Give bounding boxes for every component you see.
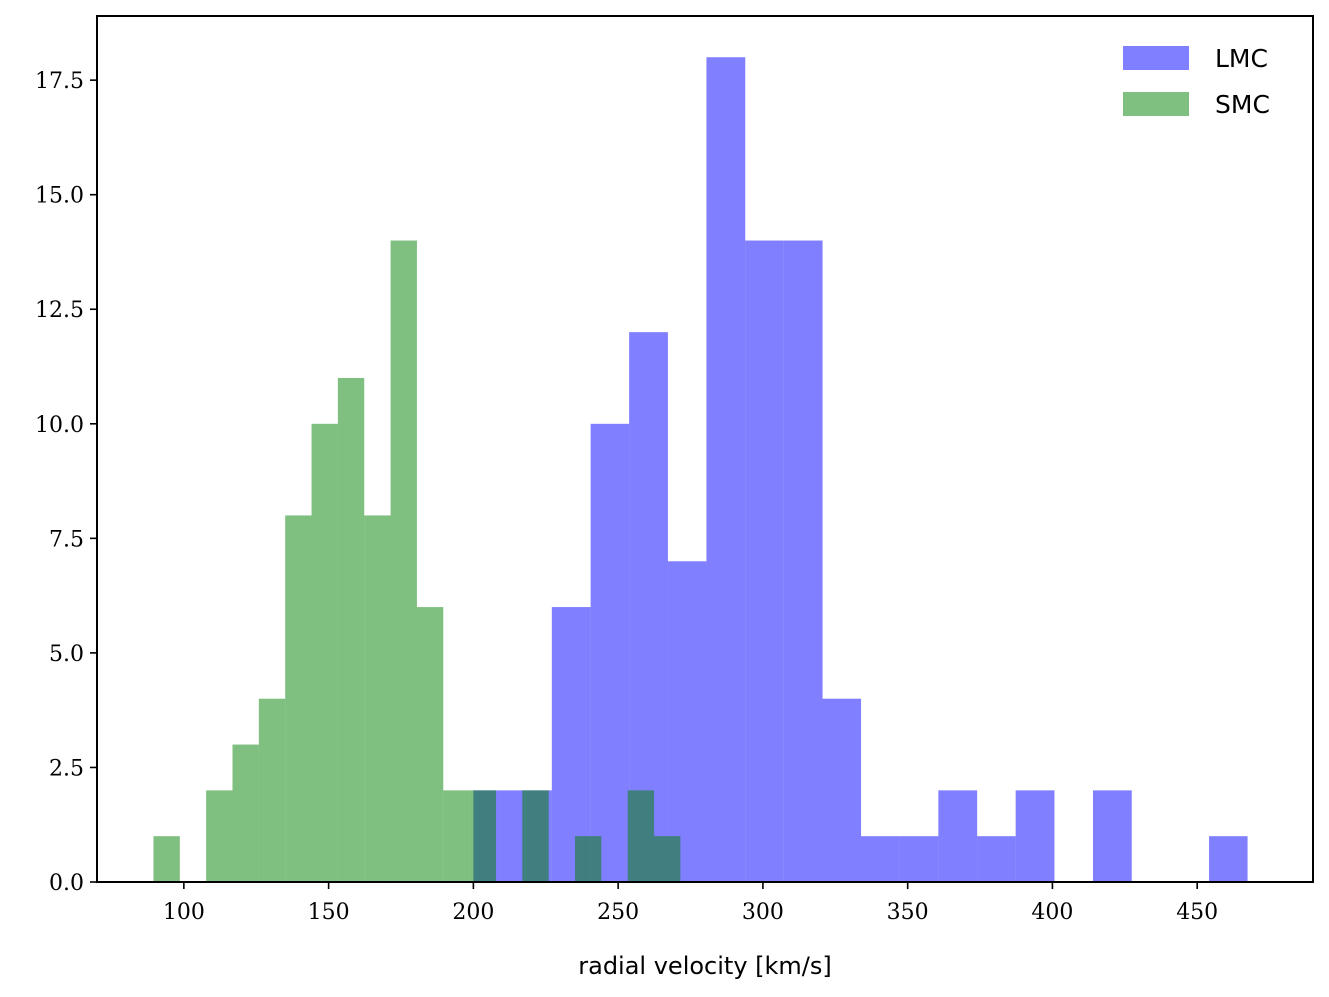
series-smc: [153, 240, 681, 882]
x-tick-label: 400: [1031, 900, 1073, 925]
x-tick-label: 450: [1176, 900, 1218, 925]
bar-lmc-17: [1092, 790, 1132, 882]
legend-label-smc: SMC: [1215, 90, 1270, 119]
plot-frame: [96, 15, 1314, 883]
bar-smc-7: [337, 377, 365, 882]
x-tick-label: 100: [163, 900, 205, 925]
y-tick-label: 0.0: [49, 871, 84, 896]
bar-smc-16: [575, 836, 602, 882]
bar-smc-2: [206, 790, 233, 882]
legend-swatch-smc: [1123, 92, 1189, 116]
x-tick-label: 300: [742, 900, 784, 925]
bar-smc-19: [654, 836, 681, 882]
bar-smc-5: [285, 515, 312, 882]
bar-lmc-14: [977, 836, 1016, 882]
bar-smc-9: [390, 240, 417, 882]
x-tick-label: 250: [597, 900, 639, 925]
bar-lmc-4: [590, 423, 630, 882]
ticks-layer: 100 150 200 250 300 350 400 450 0.0 2.5 5.0 7.5 10.0…: [35, 69, 1218, 925]
bar-lmc-9: [783, 240, 823, 882]
bar-lmc-15: [1015, 790, 1055, 882]
bar-smc-8: [364, 515, 391, 882]
bar-smc-14: [522, 790, 549, 882]
bar-lmc-1: [499, 790, 526, 882]
bar-smc-10: [416, 607, 444, 882]
bar-lmc-13: [938, 790, 978, 882]
bar-smc-4: [258, 698, 286, 882]
bar-smc-6: [311, 423, 338, 882]
bar-smc-0: [153, 836, 180, 882]
x-tick-label: 150: [308, 900, 350, 925]
legend-label-lmc: LMC: [1215, 44, 1268, 73]
bar-lmc-20: [1209, 836, 1248, 882]
y-tick-label: 15.0: [35, 184, 84, 209]
bar-lmc-12: [899, 836, 939, 882]
bar-smc-18: [627, 790, 655, 882]
legend-swatch-lmc: [1123, 46, 1189, 70]
bar-smc-3: [232, 744, 259, 882]
y-tick-label: 17.5: [35, 69, 84, 94]
y-tick-label: 5.0: [49, 642, 84, 667]
bar-lmc-7: [706, 57, 746, 883]
bar-lmc-6: [667, 561, 707, 882]
y-tick-label: 10.0: [35, 413, 84, 438]
bar-lmc-10: [822, 698, 862, 882]
y-tick-label: 2.5: [49, 756, 84, 781]
y-tick-label: 7.5: [49, 527, 84, 552]
bar-lmc-11: [861, 836, 900, 882]
bar-lmc-8: [745, 240, 784, 882]
x-tick-label: 350: [887, 900, 929, 925]
legend: LMC SMC: [1123, 44, 1270, 119]
x-axis-label: radial velocity [km/s]: [578, 952, 832, 980]
bars-layer: [153, 57, 1248, 883]
x-tick-label: 200: [452, 900, 494, 925]
series-lmc: [473, 57, 1248, 883]
y-tick-label: 12.5: [35, 298, 84, 323]
bar-smc-11: [443, 790, 470, 882]
bar-smc-12: [469, 790, 496, 882]
